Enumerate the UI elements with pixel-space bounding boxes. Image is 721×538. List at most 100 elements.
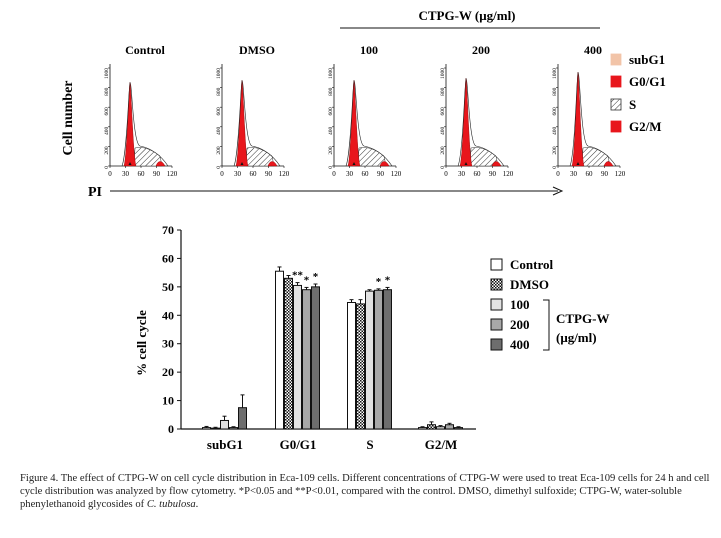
y-tick-label: 40 — [162, 308, 174, 322]
panel-x-tick-label: 0 — [444, 170, 448, 178]
panel-y-tick-label: 400 — [216, 127, 222, 136]
caption-species: C. tubulosa — [146, 499, 196, 510]
panel-y-tick-label: 0 — [440, 166, 446, 169]
bar-2-2 — [365, 290, 374, 430]
bar-1-0 — [275, 270, 284, 430]
x-category-label: S — [366, 437, 373, 452]
panel-x-tick-label: 120 — [279, 170, 290, 178]
legend-group-label: CTPG-W — [556, 311, 609, 326]
y-tick-label: 10 — [162, 394, 174, 408]
panel-title: 100 — [360, 43, 378, 57]
panel-y-tick-label: 600 — [552, 107, 558, 116]
bar-1-2 — [293, 284, 302, 430]
peak-marker — [576, 162, 580, 165]
bar-legend-swatch — [490, 318, 503, 331]
bar-legend-label: 400 — [510, 337, 530, 352]
phase-s-area — [245, 147, 275, 167]
panel-title: Control — [125, 43, 165, 57]
panel-x-tick-label: 0 — [108, 170, 112, 178]
panel-x-tick-label: 90 — [153, 170, 161, 178]
bar-legend-swatch — [490, 278, 503, 291]
panel-x-tick-label: 60 — [362, 170, 370, 178]
panel-y-tick-label: 0 — [104, 166, 110, 169]
histogram-legend-label: G0/G1 — [629, 74, 666, 89]
panel-x-tick-label: 0 — [556, 170, 560, 178]
panel-y-tick-label: 1000 — [216, 68, 222, 79]
histogram-envelope — [457, 77, 505, 167]
bar-3-3 — [445, 424, 454, 430]
panel-x-tick-label: 90 — [265, 170, 273, 178]
panel-y-tick-label: 200 — [552, 146, 558, 155]
phase-s-area — [581, 147, 611, 167]
histogram-envelope — [345, 80, 393, 167]
panel-y-tick-label: 0 — [552, 166, 558, 169]
bar-1-4 — [311, 286, 320, 430]
bar-2-4 — [383, 289, 392, 430]
panel-y-tick-label: 200 — [104, 146, 110, 155]
bar-1-1 — [284, 277, 293, 430]
panel-y-tick-label: 200 — [440, 146, 446, 155]
bar-0-3 — [229, 427, 238, 430]
panel-x-tick-label: 120 — [615, 170, 626, 178]
histogram-legend-label: S — [629, 97, 636, 112]
panel-y-tick-label: 600 — [328, 107, 334, 116]
histogram-1: DMSO 0 200 400 600 800 1000 0 30 60 90 120 — [216, 43, 290, 178]
panel-y-tick-label: 400 — [440, 127, 446, 136]
histogram-legend-label: subG1 — [629, 52, 665, 67]
panel-y-tick-label: 800 — [552, 87, 558, 96]
bar-1-3 — [302, 289, 311, 430]
caption-significance-1: *P<0.05 and — [238, 486, 296, 497]
panel-y-tick-label: 400 — [552, 127, 558, 136]
histogram-legend-swatch — [610, 98, 622, 111]
histogram-panel: CTPG-W (μg/ml)Cell numberPIControl020040… — [61, 8, 666, 200]
peak-marker — [128, 162, 132, 165]
panel-y-tick-label: 600 — [216, 107, 222, 116]
bar-0-0 — [202, 427, 211, 430]
panel-y-tick-label: 600 — [440, 107, 446, 116]
y-axis-label: % cell cycle — [134, 310, 149, 376]
bar-2-1 — [356, 303, 365, 430]
panel-y-tick-label: 1000 — [440, 68, 446, 79]
panel-y-tick-label: 200 — [216, 146, 222, 155]
bar-legend-label: 100 — [510, 297, 530, 312]
panel-x-tick-label: 120 — [167, 170, 178, 178]
panel-x-tick-label: 30 — [570, 170, 578, 178]
phase-g2m-peak — [155, 161, 166, 167]
panel-y-tick-label: 200 — [328, 146, 334, 155]
panel-x-tick-label: 120 — [391, 170, 402, 178]
panel-y-tick-label: 0 — [216, 166, 222, 169]
bar-legend-label: Control — [510, 257, 553, 272]
y-tick-label: 70 — [162, 223, 174, 237]
panel-y-tick-label: 1000 — [328, 68, 334, 79]
bar-0-2 — [220, 419, 229, 430]
phase-g2m-peak — [267, 161, 278, 167]
histogram-envelope — [569, 71, 617, 167]
panel-x-tick-label: 90 — [489, 170, 497, 178]
peak-marker — [352, 162, 356, 165]
panel-y-tick-label: 800 — [216, 87, 222, 96]
panel-y-tick-label: 400 — [328, 127, 334, 136]
histogram-legend-swatch — [610, 53, 622, 66]
panel-x-tick-label: 30 — [122, 170, 130, 178]
histogram-3: 200 0 200 400 600 800 1000 0 30 60 90 120 — [440, 43, 514, 178]
bar-3-4 — [454, 427, 463, 430]
panel-x-tick-label: 60 — [250, 170, 258, 178]
y-tick-label: 0 — [168, 422, 174, 436]
x-category-label: G2/M — [425, 437, 458, 452]
phase-s-area — [469, 147, 499, 167]
histogram-envelope — [233, 80, 281, 167]
bar-0-1 — [211, 427, 220, 430]
legend-group-unit: (μg/ml) — [556, 330, 597, 345]
histogram-4: 400 0 200 400 600 800 1000 0 30 60 90 120 — [552, 43, 626, 178]
panel-x-tick-label: 60 — [586, 170, 594, 178]
panel-x-tick-label: 90 — [601, 170, 609, 178]
histogram-envelope — [121, 82, 169, 167]
pi-arrow-head — [552, 186, 564, 196]
y-tick-label: 30 — [162, 337, 174, 351]
panel-y-tick-label: 400 — [104, 127, 110, 136]
bar-legend-swatch — [490, 298, 503, 311]
legend-bracket — [543, 299, 550, 351]
caption-end: . — [195, 499, 199, 510]
panel-y-tick-label: 1000 — [104, 68, 110, 79]
